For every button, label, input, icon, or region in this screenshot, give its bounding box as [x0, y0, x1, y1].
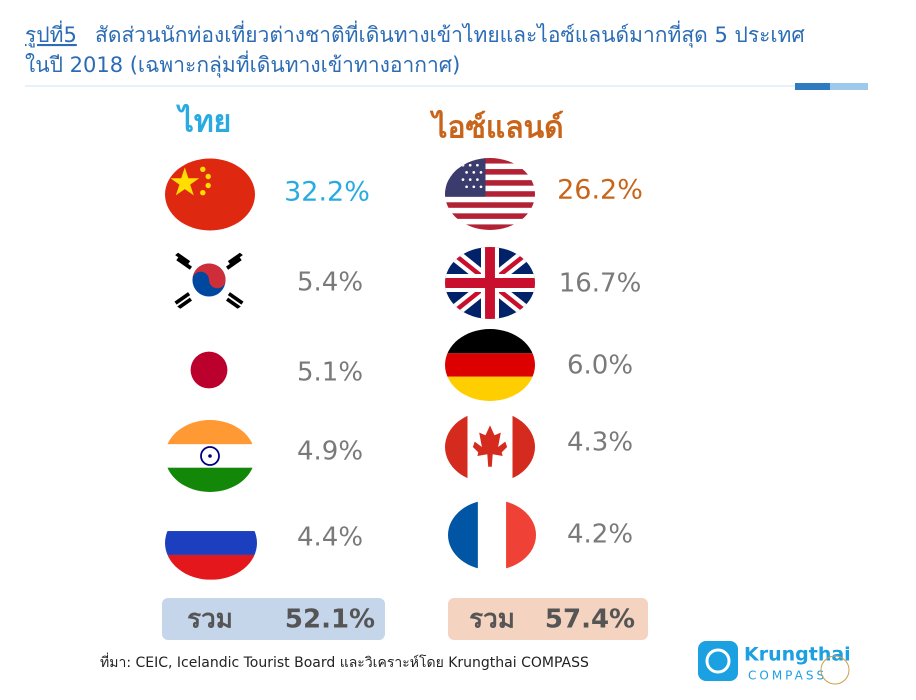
logo-icon: [698, 641, 738, 681]
flag-russia: [165, 506, 257, 580]
accent-bar: [830, 83, 868, 90]
logo-icon: [705, 648, 731, 674]
logo-name: Krungthai: [744, 644, 851, 666]
accent-bar: [795, 83, 830, 90]
flag-china: [165, 158, 255, 231]
flag-germany: [445, 329, 535, 401]
flag-france: [448, 499, 536, 571]
figure-label: รูปที่5: [25, 20, 77, 48]
column-heading: ไทย: [176, 104, 231, 140]
share: 4.2%: [567, 520, 633, 550]
share: 26.2%: [557, 175, 643, 206]
logo: Krungthai COMPASS: [698, 641, 851, 685]
total-box: [162, 598, 385, 640]
total-box: [448, 598, 648, 640]
share: 32.2%: [284, 177, 370, 208]
logo-compass: [820, 655, 850, 685]
share: 4.9%: [297, 437, 363, 467]
title-line: ในปี 2018 (เฉพาะกลุ่มที่เดินทางเข้าทางอา…: [25, 50, 460, 78]
share: 6.0%: [567, 351, 633, 381]
flag-canada: [445, 411, 535, 483]
share: 5.1%: [297, 358, 363, 388]
share: 4.3%: [567, 428, 633, 458]
share: 5.4%: [297, 268, 363, 298]
share: 16.7%: [559, 269, 642, 299]
flag-india: [165, 420, 255, 492]
flag-uk: [445, 247, 535, 319]
total-value: 57.4%: [545, 605, 635, 635]
logo-sub: COMPASS: [748, 669, 827, 683]
total-label: รวม: [469, 605, 515, 635]
flag-korea: [163, 243, 255, 317]
column-heading: ไอซ์แลนด์: [429, 110, 563, 146]
source: ที่มา: CEIC, Icelandic Tourist Board และ…: [100, 653, 589, 671]
title-line: สัดส่วนนักท่องเที่ยวต่างชาติที่เดินทางเข…: [95, 20, 805, 48]
flag-japan: [163, 333, 255, 407]
flag-usa: [445, 158, 535, 230]
total-label: รวม: [187, 605, 233, 635]
share: 4.4%: [297, 523, 363, 553]
total-value: 52.1%: [285, 605, 375, 635]
